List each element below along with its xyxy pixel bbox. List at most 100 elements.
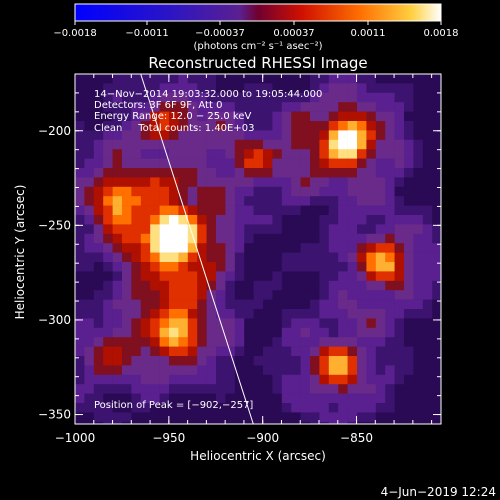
heatmap-cell: [197, 186, 207, 197]
heatmap-cell: [187, 252, 198, 263]
heatmap-cell: [75, 168, 85, 178]
heatmap-cell: [432, 271, 441, 282]
heatmap-cell: [75, 271, 85, 282]
heatmap-cell: [394, 168, 405, 178]
heatmap-cell: [394, 158, 405, 169]
heatmap-cell: [234, 327, 245, 338]
heatmap-cell: [394, 271, 405, 282]
heatmap-cell: [300, 290, 311, 300]
heatmap-cell: [413, 318, 424, 329]
heatmap-cell: [112, 224, 123, 235]
heatmap-cell: [244, 356, 254, 366]
heatmap-cell: [328, 168, 339, 178]
heatmap-cell: [75, 318, 85, 329]
heatmap-cell: [404, 177, 414, 188]
heatmap-cell: [159, 299, 170, 310]
heatmap-cell: [319, 384, 330, 394]
info-time-range: 14−Nov−2014 19:03:32.000 to 19:05:44.000: [94, 89, 322, 100]
heatmap-cell: [169, 224, 179, 235]
heatmap-cell: [244, 365, 254, 376]
heatmap-cell: [291, 403, 301, 413]
heatmap-cell: [234, 346, 245, 357]
heatmap-cell: [169, 280, 179, 291]
heatmap-cell: [263, 384, 273, 394]
heatmap-cell: [140, 356, 151, 366]
heatmap-cell: [187, 243, 198, 253]
heatmap-cell: [178, 149, 189, 159]
heatmap-cell: [413, 403, 424, 413]
heatmap-cell: [319, 74, 330, 84]
heatmap-cell: [310, 205, 320, 216]
heatmap-cell: [75, 393, 85, 404]
heatmap-cell: [375, 393, 386, 404]
heatmap-cell: [375, 412, 386, 423]
heatmap-cell: [357, 393, 367, 404]
heatmap-cell: [366, 299, 377, 310]
heatmap-cell: [272, 74, 283, 84]
heatmap-cell: [357, 290, 367, 300]
heatmap-cell: [385, 243, 395, 253]
heatmap-cell: [112, 158, 123, 169]
heatmap-cell: [310, 280, 320, 291]
heatmap-cell: [122, 271, 132, 282]
heatmap-cell: [413, 74, 424, 84]
heatmap-cell: [84, 177, 95, 188]
heatmap-cell: [347, 92, 358, 103]
heatmap-cell: [394, 280, 405, 291]
heatmap-cell: [375, 346, 386, 357]
heatmap-cell: [422, 149, 433, 159]
heatmap-cell: [338, 299, 348, 310]
heatmap-cell: [187, 337, 198, 347]
heatmap-cell: [225, 139, 236, 150]
heatmap-cell: [366, 252, 377, 263]
heatmap-cell: [375, 196, 386, 206]
heatmap-cell: [206, 346, 217, 357]
heatmap-cell: [347, 177, 358, 188]
heatmap-cell: [385, 290, 395, 300]
heatmap-cell: [140, 233, 151, 244]
heatmap-cell: [216, 168, 226, 178]
heatmap-cell: [234, 186, 245, 197]
heatmap-cell: [187, 102, 198, 112]
heatmap-cell: [272, 102, 283, 112]
heatmap-cell: [197, 318, 207, 329]
heatmap-cell: [338, 393, 348, 404]
heatmap-cell: [338, 280, 348, 291]
heatmap-cell: [357, 262, 367, 272]
heatmap-cell: [159, 243, 170, 253]
heatmap-cell: [244, 262, 254, 272]
heatmap-cell: [187, 177, 198, 188]
heatmap-cell: [385, 262, 395, 272]
heatmap-cell: [310, 149, 320, 159]
heatmap-cell: [338, 318, 348, 329]
heatmap-cell: [394, 318, 405, 329]
heatmap-cell: [169, 168, 179, 178]
heatmap-cell: [272, 92, 283, 103]
heatmap-cell: [169, 393, 179, 404]
heatmap-cell: [206, 102, 217, 112]
heatmap-cell: [234, 393, 245, 404]
heatmap-cell: [93, 158, 104, 169]
heatmap-cell: [187, 346, 198, 357]
heatmap-cell: [281, 412, 292, 423]
heatmap-cell: [169, 327, 179, 338]
heatmap-cell: [131, 196, 142, 206]
heatmap-cell: [338, 168, 348, 178]
heatmap-cell: [93, 393, 104, 404]
heatmap-cell: [338, 290, 348, 300]
heatmap-cell: [253, 412, 264, 423]
heatmap-cell: [272, 177, 283, 188]
heatmap-cell: [281, 139, 292, 150]
heatmap-cell: [150, 121, 160, 131]
heatmap-cell: [432, 205, 441, 216]
heatmap-cell: [319, 327, 330, 338]
heatmap-cell: [159, 215, 170, 225]
heatmap-cell: [413, 111, 424, 122]
heatmap-cell: [225, 168, 236, 178]
heatmap-cell: [234, 130, 245, 141]
heatmap-cell: [140, 280, 151, 291]
heatmap-cell: [84, 158, 95, 169]
info-detectors: Detectors: 3F 6F 9F, Att 0: [94, 100, 222, 111]
heatmap-cell: [404, 215, 414, 225]
heatmap-cell: [404, 102, 414, 112]
